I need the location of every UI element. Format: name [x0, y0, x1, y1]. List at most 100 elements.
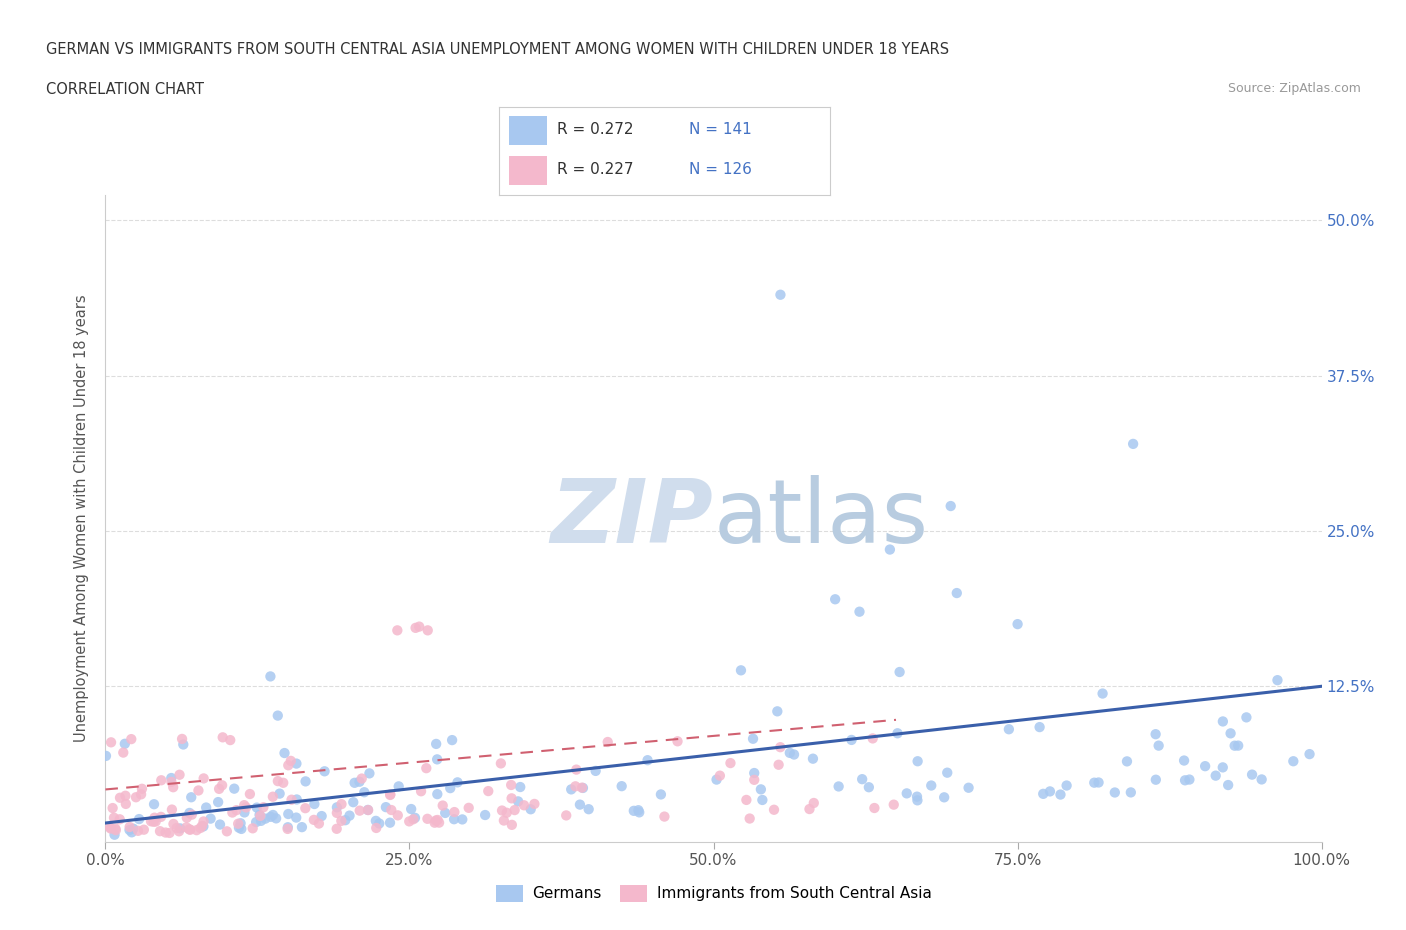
Point — [441, 733, 464, 748]
Point — [578, 802, 600, 817]
Point — [350, 771, 373, 786]
Point — [233, 798, 256, 813]
Point — [513, 798, 536, 813]
Point — [998, 722, 1021, 737]
Point — [108, 790, 131, 805]
Point — [862, 731, 884, 746]
Point — [264, 811, 287, 826]
Point — [219, 733, 242, 748]
Point — [920, 778, 942, 793]
Point — [827, 779, 849, 794]
Point — [426, 787, 449, 802]
Point — [308, 817, 330, 831]
Point — [416, 811, 439, 826]
Point — [1298, 747, 1320, 762]
Point — [357, 803, 380, 817]
Point — [957, 780, 980, 795]
Point — [523, 796, 546, 811]
Text: GERMAN VS IMMIGRANTS FROM SOUTH CENTRAL ASIA UNEMPLOYMENT AMONG WOMEN WITH CHILD: GERMAN VS IMMIGRANTS FROM SOUTH CENTRAL … — [46, 42, 949, 57]
Point — [149, 824, 172, 839]
Point — [142, 815, 165, 830]
Point — [127, 823, 149, 838]
Point — [242, 821, 264, 836]
Point — [180, 790, 202, 804]
Text: N = 126: N = 126 — [689, 162, 752, 178]
Point — [596, 735, 619, 750]
Point — [211, 777, 233, 792]
Point — [159, 826, 181, 841]
Point — [335, 813, 357, 828]
Point — [221, 805, 243, 820]
Text: N = 141: N = 141 — [689, 123, 752, 138]
Point — [425, 813, 447, 828]
Point — [803, 795, 825, 810]
Point — [432, 798, 454, 813]
Point — [585, 764, 607, 778]
Point — [388, 779, 411, 794]
Point — [907, 754, 929, 769]
Point — [768, 757, 790, 772]
Point — [565, 763, 588, 777]
Point — [260, 809, 283, 824]
Point — [571, 780, 593, 795]
Point — [735, 792, 758, 807]
Point — [166, 820, 188, 835]
Point — [666, 734, 689, 749]
Point — [1028, 720, 1050, 735]
Point — [179, 822, 201, 837]
Point — [291, 819, 314, 834]
Point — [150, 809, 173, 824]
Point — [169, 767, 191, 782]
Point — [763, 803, 786, 817]
FancyBboxPatch shape — [509, 116, 547, 145]
Point — [1007, 617, 1029, 631]
Point — [799, 802, 821, 817]
Point — [366, 820, 388, 835]
Point — [277, 820, 299, 835]
Point — [114, 737, 136, 751]
Point — [330, 797, 353, 812]
Point — [262, 807, 284, 822]
Point — [179, 822, 201, 837]
Text: R = 0.272: R = 0.272 — [557, 123, 634, 138]
Point — [254, 811, 277, 826]
Point — [1104, 785, 1126, 800]
Point — [162, 779, 184, 794]
Point — [416, 623, 439, 638]
Point — [1241, 767, 1264, 782]
Point — [1219, 726, 1241, 741]
Point — [1087, 775, 1109, 790]
Point — [118, 822, 141, 837]
Point — [1227, 738, 1250, 753]
Point — [1083, 776, 1105, 790]
Point — [706, 772, 728, 787]
Point — [709, 768, 731, 783]
Point — [252, 800, 274, 815]
Point — [132, 822, 155, 837]
Point — [179, 805, 201, 820]
Point — [176, 810, 198, 825]
Point — [207, 794, 229, 809]
Point — [325, 821, 347, 836]
Point — [1119, 785, 1142, 800]
Point — [398, 814, 420, 829]
Point — [180, 807, 202, 822]
Point — [501, 817, 523, 832]
Point — [769, 739, 792, 754]
Point — [637, 752, 659, 767]
Point — [262, 790, 284, 804]
Point — [104, 821, 127, 836]
Point — [509, 779, 531, 794]
Point — [783, 747, 806, 762]
Point — [98, 820, 121, 835]
Point — [824, 591, 846, 606]
Point — [886, 725, 908, 740]
Point — [495, 805, 517, 820]
Point — [896, 786, 918, 801]
Point — [139, 814, 162, 829]
Point — [326, 800, 349, 815]
Point — [399, 802, 422, 817]
Point — [1212, 760, 1234, 775]
Point — [326, 805, 349, 820]
Point — [100, 821, 122, 836]
